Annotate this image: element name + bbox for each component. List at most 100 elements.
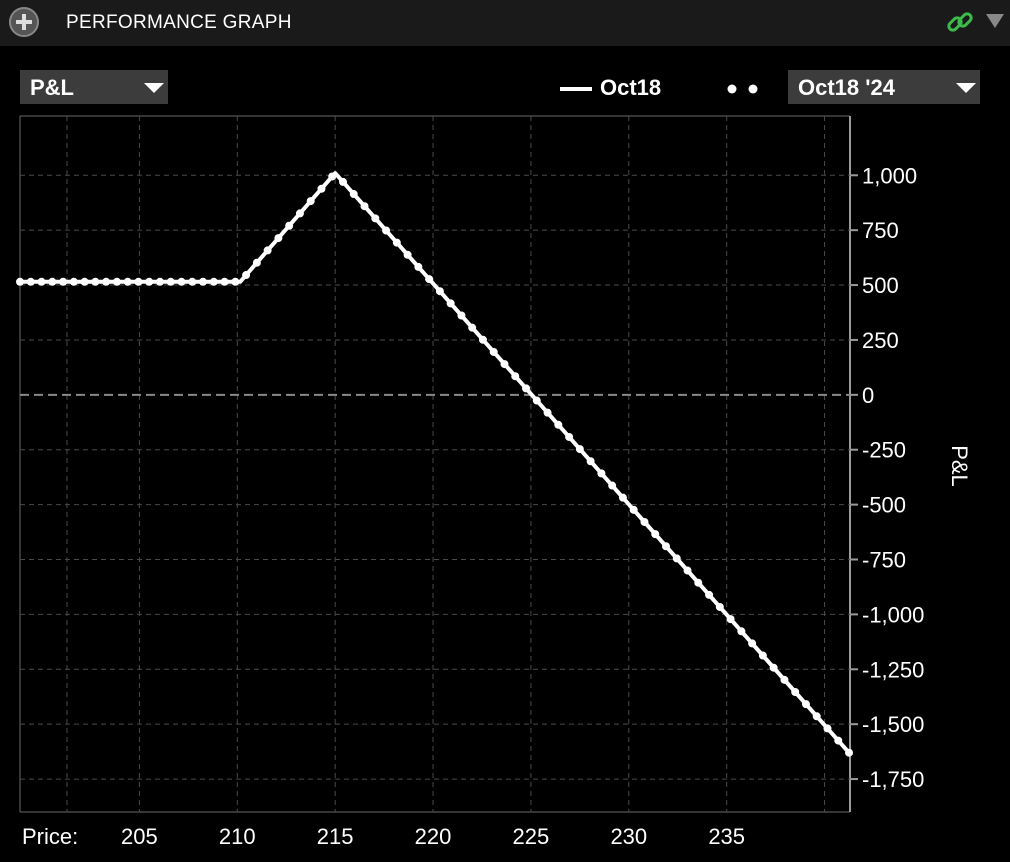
series-dot [640, 517, 649, 526]
series-dot [338, 177, 347, 186]
x-tick-label: 210 [219, 824, 256, 849]
series-dot [252, 258, 261, 267]
chevron-down-icon [956, 83, 976, 93]
series-dot [522, 384, 531, 393]
series-dot [737, 627, 746, 636]
series-dot [715, 602, 724, 611]
date-dropdown[interactable]: Oct18 '24 [788, 70, 980, 104]
series-dot [500, 360, 509, 369]
series-dot [683, 566, 692, 575]
series-dot [145, 277, 154, 286]
x-tick-label: 225 [513, 824, 550, 849]
x-tick-label: 235 [708, 824, 745, 849]
series-dot [392, 238, 401, 247]
y-tick-label: -1,750 [862, 767, 924, 792]
chevron-down-icon [144, 83, 164, 93]
series-dot [478, 335, 487, 344]
x-tick-label: 220 [415, 824, 452, 849]
series-dot [780, 675, 789, 684]
series-dot [446, 299, 455, 308]
series-dot [69, 277, 78, 286]
y-tick-label: -1,250 [862, 657, 924, 682]
x-axis-label: Price: [22, 824, 78, 849]
series-dot [16, 277, 24, 286]
series-dot [306, 197, 315, 206]
series-dot [371, 214, 380, 223]
series-dot [414, 262, 423, 271]
metric-dropdown[interactable]: P&L [20, 70, 168, 104]
series-dot [748, 639, 757, 648]
series-dot [565, 432, 574, 441]
series-dot [37, 277, 46, 286]
triangle-down-icon[interactable] [986, 14, 1004, 28]
series-dot [801, 700, 810, 709]
y-tick-label: 750 [862, 218, 899, 243]
series-dot [59, 277, 68, 286]
y-axis-label: P&L [947, 445, 972, 487]
series-dot [349, 190, 358, 199]
series-dot [102, 277, 111, 286]
series-dot [586, 457, 595, 466]
series-dot [328, 172, 337, 181]
y-tick-label: 250 [862, 328, 899, 353]
series-dot [651, 530, 660, 539]
y-tick-label: -750 [862, 548, 906, 573]
series-dot [231, 277, 240, 286]
y-tick-label: 1,000 [862, 163, 917, 188]
y-tick-label: -500 [862, 493, 906, 518]
series-dot [845, 748, 854, 757]
series-dot [629, 505, 638, 514]
series-dot [188, 277, 197, 286]
x-tick-label: 230 [610, 824, 647, 849]
legend-dots-swatch [727, 84, 758, 94]
series-dot [608, 481, 617, 490]
series-dot [834, 736, 843, 745]
series-dot [457, 311, 466, 320]
series-dot [123, 277, 132, 286]
series-dot [575, 445, 584, 454]
series-dot [91, 277, 100, 286]
y-tick-label: -250 [862, 438, 906, 463]
series-dot [618, 493, 627, 502]
series-dot [403, 250, 412, 259]
series-dot [242, 271, 251, 280]
y-tick-label: 500 [862, 273, 899, 298]
series-dot [532, 396, 541, 405]
y-tick-label: -1,500 [862, 712, 924, 737]
series-dot [812, 712, 821, 721]
series-dot [791, 687, 800, 696]
panel-title: PERFORMANCE GRAPH [66, 12, 292, 33]
series-dot [48, 277, 57, 286]
y-tick-label: 0 [862, 383, 874, 408]
series-dot [543, 408, 552, 417]
x-tick-label: 215 [317, 824, 354, 849]
series-dot [705, 590, 714, 599]
y-tick-label: -1,000 [862, 602, 924, 627]
series-dot [694, 578, 703, 587]
series-dot [166, 277, 175, 286]
series-dot [26, 277, 35, 286]
series-dot [317, 184, 326, 193]
series-dot [263, 246, 272, 255]
series-dot [823, 724, 832, 733]
panel-header: PERFORMANCE GRAPH [0, 0, 1010, 46]
series-dot [220, 277, 229, 286]
series-dot [360, 202, 369, 211]
metric-dropdown-label: P&L [30, 75, 74, 100]
date-dropdown-label: Oct18 '24 [798, 75, 895, 100]
series-dot [177, 277, 186, 286]
series-dot [274, 234, 283, 243]
series-dot [597, 469, 606, 478]
plus-circle-icon[interactable] [8, 6, 40, 38]
series-dot [758, 651, 767, 660]
series-dot [80, 277, 89, 286]
series-dot [199, 277, 208, 286]
series-dot [155, 277, 164, 286]
series-dot [769, 663, 778, 672]
series-dot [112, 277, 121, 286]
series-dot [134, 277, 143, 286]
chain-link-icon[interactable] [944, 6, 976, 38]
series-dot [511, 372, 520, 381]
series-dot [295, 209, 304, 218]
